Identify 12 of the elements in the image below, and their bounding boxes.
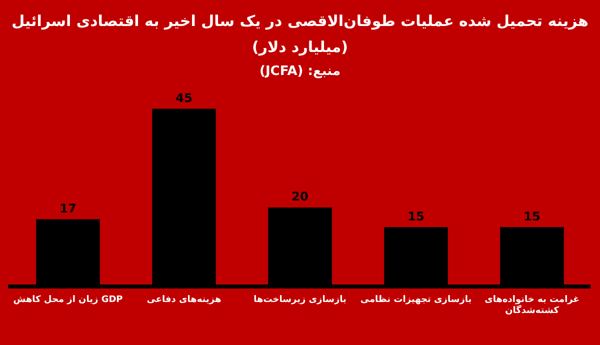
data-label: 15 [408,209,424,224]
x-tick-label: بازسازی زیرساخت‌ها [254,295,346,306]
data-label: 20 [292,190,308,204]
x-tick-label: بازسازی تجهیزات نظامی [360,295,472,306]
chart-title: هزینه تحمیل شده عملیات طوفان‌الاقصی در یک سال اخیر به اقتصادی اسرائیل (میلیارد دلار) [10,11,590,58]
data-label: 45 [176,90,192,105]
x-tick-label: زیان از محل کاهش GDP [13,295,124,306]
x-tick-label: غرامت به خانواده‌های کشته‌شدگان [484,295,580,316]
data-label: 15 [524,209,540,224]
data-label: 17 [60,201,76,216]
x-tick-label: هزینه‌های دفاعی [146,295,222,306]
chart-subtitle: منبع: (JCFA) [258,64,342,79]
